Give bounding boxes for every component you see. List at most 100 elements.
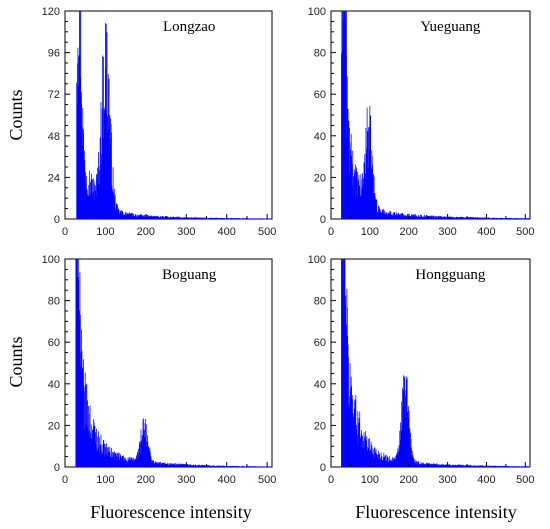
histogram-bar bbox=[176, 463, 178, 467]
x-tick-label: 0 bbox=[62, 226, 68, 238]
histogram-bar bbox=[445, 217, 447, 219]
histogram-bar bbox=[514, 218, 516, 219]
histogram-bar bbox=[487, 465, 488, 467]
histogram-bar bbox=[162, 463, 163, 467]
histogram-bar bbox=[171, 463, 173, 467]
histogram-bar bbox=[204, 217, 205, 219]
histogram-bar bbox=[460, 464, 462, 467]
histogram-bar bbox=[212, 465, 214, 467]
histogram-bar bbox=[227, 217, 229, 219]
histogram-bar bbox=[148, 446, 150, 467]
histogram-bar bbox=[135, 214, 137, 219]
histogram-bar bbox=[360, 195, 362, 219]
histogram-bar bbox=[257, 218, 258, 219]
histogram-bar bbox=[464, 466, 466, 467]
histogram-bar bbox=[439, 465, 441, 467]
histogram-bar bbox=[147, 217, 149, 219]
histogram-bar bbox=[198, 465, 200, 467]
histogram-bar bbox=[365, 128, 367, 219]
histogram-bar bbox=[526, 218, 527, 219]
histogram-bar bbox=[364, 173, 366, 219]
histogram-bar bbox=[99, 169, 101, 219]
histogram-bar bbox=[177, 216, 179, 219]
histogram-bar bbox=[500, 218, 501, 219]
histogram-bar bbox=[413, 215, 415, 219]
histogram-bar bbox=[359, 196, 361, 219]
histogram-bar bbox=[123, 457, 125, 467]
histogram-bar bbox=[359, 185, 361, 219]
histogram-bar bbox=[179, 217, 181, 219]
histogram-bar bbox=[508, 218, 509, 219]
histogram-bar bbox=[404, 215, 406, 219]
histogram-bar bbox=[211, 466, 213, 467]
histogram-bar bbox=[387, 458, 389, 467]
histogram-bar bbox=[465, 217, 467, 219]
histogram-bar bbox=[498, 218, 499, 219]
histogram-bar bbox=[521, 218, 522, 219]
histogram-bar bbox=[381, 212, 382, 219]
histogram-bar bbox=[480, 465, 481, 467]
histogram-bar bbox=[87, 400, 88, 467]
histogram-bar bbox=[469, 465, 471, 467]
histogram-bar bbox=[496, 218, 498, 219]
histogram-bar bbox=[353, 431, 354, 467]
y-tick-label: 0 bbox=[54, 462, 60, 474]
histogram-bar bbox=[93, 421, 95, 467]
histogram-bar bbox=[353, 408, 355, 467]
histogram-bar bbox=[120, 456, 122, 467]
histogram-bar bbox=[502, 465, 504, 467]
histogram-bar bbox=[431, 216, 433, 219]
histogram-bar bbox=[488, 217, 490, 219]
histogram-bar bbox=[346, 307, 348, 467]
histogram-bar bbox=[174, 463, 176, 467]
histogram-bar bbox=[367, 438, 369, 467]
histogram-bar bbox=[92, 429, 93, 467]
histogram-bar bbox=[478, 465, 480, 467]
histogram-bar bbox=[406, 379, 407, 467]
histogram-bar bbox=[351, 385, 352, 467]
histogram-bar bbox=[101, 108, 103, 219]
histogram-bar bbox=[82, 384, 84, 467]
histogram-bar bbox=[348, 357, 349, 467]
histogram-bar bbox=[219, 466, 221, 467]
histogram-bar bbox=[77, 277, 79, 467]
histogram-bar bbox=[198, 218, 200, 219]
histogram-bar bbox=[158, 463, 160, 467]
histogram-bar bbox=[175, 465, 177, 467]
histogram-bar bbox=[468, 216, 470, 219]
histogram-bar bbox=[168, 217, 169, 219]
histogram-bar bbox=[95, 432, 97, 467]
histogram-bar bbox=[202, 464, 203, 467]
histogram-bar bbox=[411, 447, 412, 467]
histogram-bar bbox=[153, 463, 155, 467]
histogram-bar bbox=[492, 217, 494, 219]
histogram-bar bbox=[168, 464, 170, 467]
histogram-bar bbox=[422, 216, 424, 219]
histogram-bar bbox=[345, 324, 347, 467]
histogram-bar bbox=[430, 217, 431, 219]
histogram-bar bbox=[443, 216, 445, 219]
histogram-bar bbox=[149, 215, 151, 219]
histogram-bar bbox=[414, 215, 415, 219]
histogram-bar bbox=[130, 459, 131, 467]
histogram-bar bbox=[101, 154, 103, 219]
histogram-bar bbox=[486, 465, 488, 467]
histogram-bar bbox=[487, 218, 488, 219]
histogram-bar bbox=[222, 466, 224, 467]
histogram-bar bbox=[415, 460, 417, 467]
histogram-bar bbox=[410, 432, 412, 467]
histogram-bar bbox=[76, 102, 78, 219]
histogram-bar bbox=[388, 456, 390, 467]
histogram-bar bbox=[193, 465, 195, 467]
histogram-bar bbox=[485, 217, 487, 219]
histogram-bar bbox=[406, 377, 408, 467]
histogram-bar bbox=[256, 466, 257, 467]
histogram-bar bbox=[456, 465, 458, 467]
histogram-bar bbox=[79, 272, 81, 467]
histogram-bar bbox=[455, 217, 457, 219]
x-tick-label: 400 bbox=[477, 474, 495, 486]
histogram-bar bbox=[483, 465, 485, 467]
histogram-bar bbox=[265, 218, 267, 219]
histogram-bar bbox=[132, 457, 134, 467]
